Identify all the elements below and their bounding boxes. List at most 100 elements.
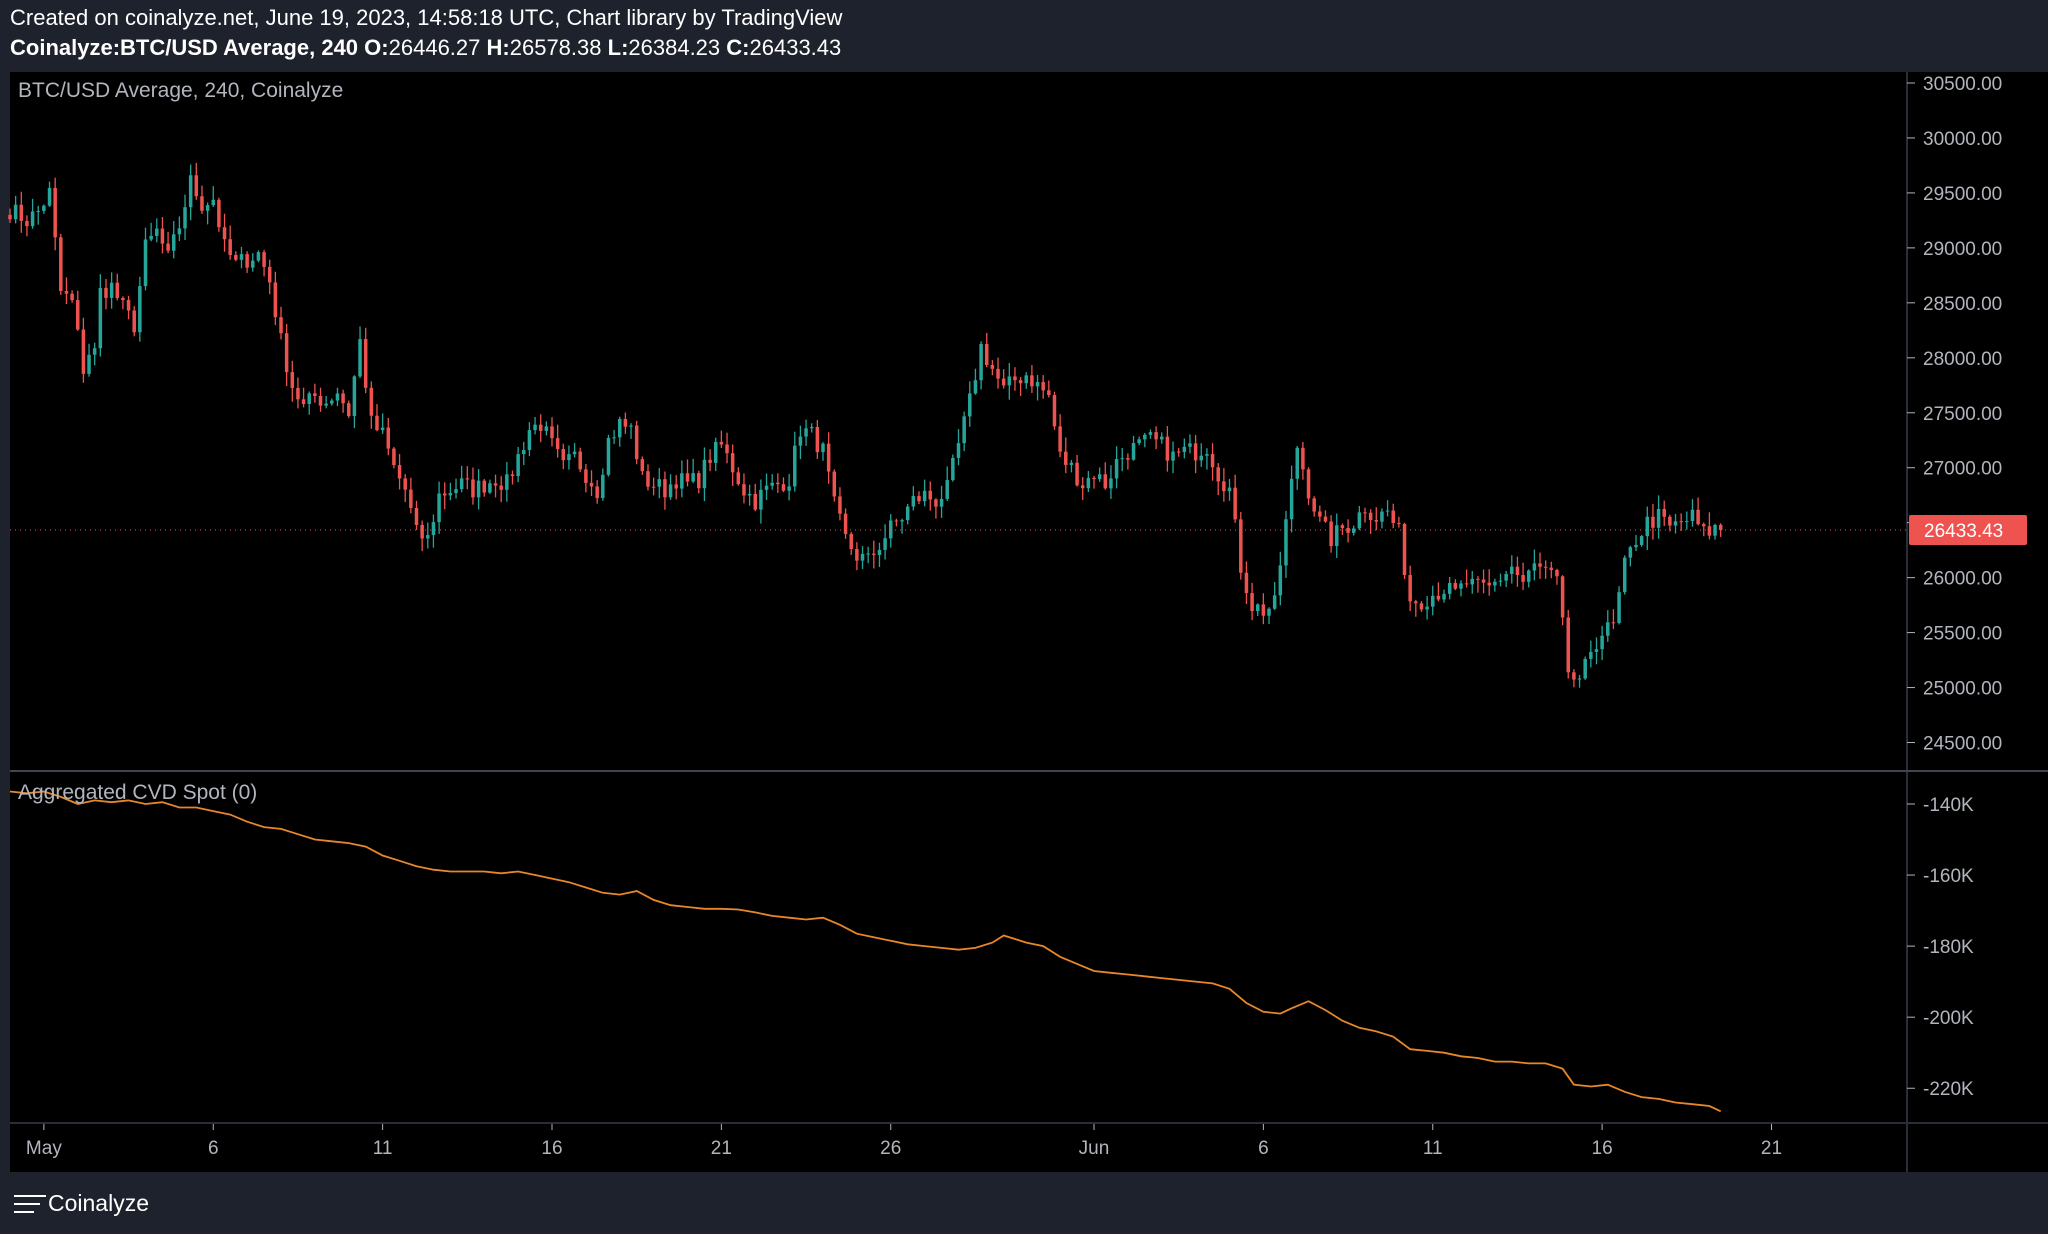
candle xyxy=(640,456,645,475)
candle-body xyxy=(962,416,966,444)
candle-body xyxy=(307,393,311,405)
chart-canvas[interactable]: May 6 11 16 21 26 Jun 6 11 16 21 BTC/USD Average, … xyxy=(0,72,2048,1172)
candle xyxy=(1267,607,1271,625)
candle xyxy=(1668,514,1672,532)
candle xyxy=(1159,432,1164,444)
candle xyxy=(1335,513,1339,558)
candle xyxy=(296,377,300,409)
candle xyxy=(1414,599,1418,617)
candle xyxy=(708,449,712,472)
candle xyxy=(1086,471,1091,493)
candle-body xyxy=(1295,447,1300,479)
candle xyxy=(1097,467,1102,482)
candle-body xyxy=(1419,603,1424,610)
time-tick-label: 6 xyxy=(1258,1138,1269,1159)
price-pane-title: BTC/USD Average, 240, Coinalyze xyxy=(18,79,343,102)
candle-body xyxy=(883,538,887,550)
candle xyxy=(1103,462,1108,490)
candle-body xyxy=(685,473,690,482)
candle-body xyxy=(1679,521,1683,523)
candle-body xyxy=(821,443,825,453)
candle xyxy=(629,423,633,439)
candle xyxy=(149,222,153,242)
candle-body xyxy=(1357,512,1362,529)
price-tick-label: 25500.00 xyxy=(1923,624,2002,645)
time-axis[interactable]: May 6 11 16 21 26 Jun 6 11 16 21 xyxy=(26,1124,1782,1159)
candle-body xyxy=(273,282,278,318)
candle xyxy=(437,481,441,534)
candle-body xyxy=(1504,573,1508,581)
candle xyxy=(1555,568,1559,585)
candle-body xyxy=(826,443,831,472)
candle xyxy=(1645,506,1650,550)
candle xyxy=(1137,436,1141,446)
candle-body xyxy=(1267,608,1271,616)
cvd-pane[interactable] xyxy=(9,790,1722,1113)
candle xyxy=(911,486,916,511)
candle-body xyxy=(979,343,983,381)
cvd-tick-label: -220K xyxy=(1923,1079,1974,1100)
candle-body xyxy=(1182,446,1187,452)
candle-body xyxy=(256,252,261,261)
price-pane[interactable] xyxy=(8,162,1907,688)
candle-body xyxy=(397,465,402,479)
candle xyxy=(1312,496,1316,517)
candle xyxy=(1402,522,1407,580)
candle-body xyxy=(104,287,108,298)
candle-body xyxy=(369,387,374,416)
candle-body xyxy=(798,436,803,446)
candle-body xyxy=(1080,485,1085,489)
candle xyxy=(606,434,611,477)
price-tick-label: 28500.00 xyxy=(1923,294,2002,315)
candle-body xyxy=(1374,520,1379,522)
candle xyxy=(442,482,447,510)
candle xyxy=(821,441,825,461)
price-tick-label: 26000.00 xyxy=(1923,569,2002,590)
candle xyxy=(138,276,142,342)
candle xyxy=(211,186,216,208)
candle xyxy=(1227,479,1232,501)
candle xyxy=(1278,551,1283,606)
candle xyxy=(476,469,481,510)
candle xyxy=(1436,582,1441,602)
candle-body xyxy=(155,228,159,236)
candle-body xyxy=(1543,566,1548,568)
candle-body xyxy=(42,205,46,211)
open-value: 26446.27 xyxy=(388,35,481,60)
candle-body xyxy=(1430,595,1435,607)
candle-body xyxy=(1481,579,1486,583)
candle-body xyxy=(764,485,769,490)
candle xyxy=(617,416,622,447)
candle-body xyxy=(900,520,904,522)
candle-body xyxy=(217,199,221,228)
candle xyxy=(1385,500,1390,517)
candle-body xyxy=(160,228,165,244)
candle xyxy=(634,420,639,465)
candle-body xyxy=(352,376,357,417)
candle-body xyxy=(1718,524,1723,530)
candle-body xyxy=(595,486,599,499)
footer-brand[interactable]: Coinalyze xyxy=(14,1190,149,1217)
candle-body xyxy=(279,317,283,334)
candle xyxy=(1617,586,1621,625)
candle-body xyxy=(657,479,662,487)
candle-body xyxy=(538,424,543,431)
candle xyxy=(646,464,650,491)
candle-body xyxy=(640,459,645,472)
candle xyxy=(1391,503,1395,529)
candle-body xyxy=(409,489,413,508)
candle-body xyxy=(392,448,396,466)
candle xyxy=(589,470,594,497)
candle-body xyxy=(211,199,216,206)
candle xyxy=(1165,426,1170,472)
candle-body xyxy=(1566,617,1571,673)
candle xyxy=(109,272,114,309)
candle xyxy=(1233,474,1237,523)
candle-body xyxy=(956,443,961,458)
cvd-tick-label: -180K xyxy=(1923,937,1974,958)
candle-body xyxy=(431,522,436,536)
candle xyxy=(1346,519,1350,543)
candle-body xyxy=(1459,583,1463,589)
candle-body xyxy=(36,210,40,212)
candle-body xyxy=(753,493,758,510)
